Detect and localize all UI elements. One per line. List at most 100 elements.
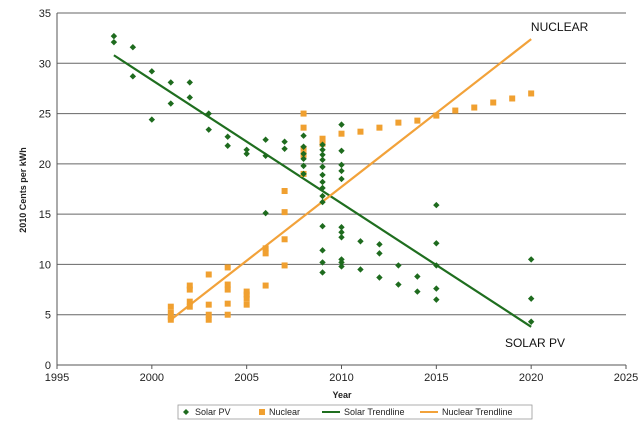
nuclear-trendline [170, 38, 532, 321]
solar-pv-point [300, 155, 307, 163]
nuclear-point [338, 130, 345, 137]
solar-pv-point [376, 241, 383, 248]
nuclear-point [186, 282, 193, 289]
legend-solar-marker [183, 409, 189, 415]
nuclear-point [224, 264, 231, 271]
nuclear-point [414, 117, 421, 124]
x-tick-labels: 1995 2000 2005 2010 2015 2020 2025 [45, 372, 638, 384]
solar-pv-point [262, 209, 269, 217]
legend-nuclear-marker [259, 409, 265, 415]
y-axis-title: 2010 Cents per kWh [18, 147, 28, 233]
nuclear-point [186, 286, 193, 293]
solar-pv-point [319, 163, 326, 171]
solar-pv-point [433, 262, 440, 269]
solar-pv-point [224, 133, 231, 140]
nuclear-point [490, 99, 497, 106]
x-tick-label: 1995 [45, 372, 69, 384]
data-points [110, 32, 535, 325]
nuclear-point [167, 309, 174, 316]
solar-pv-point [319, 247, 326, 254]
legend-nuclear-label: Nuclear [269, 407, 300, 417]
nuclear-point [281, 262, 288, 269]
nuclear-point [205, 311, 212, 318]
y-tick-label: 25 [39, 109, 51, 121]
x-tick-label: 2010 [329, 372, 353, 384]
solar-pv-point [414, 273, 421, 280]
solar-pv-point [357, 266, 364, 273]
solar-pv-point [338, 263, 345, 270]
solar-pv-point [129, 43, 137, 51]
solar-pv-point [319, 198, 326, 206]
solar-pv-point [224, 142, 231, 149]
solar-pv-point [281, 138, 288, 145]
nuclear-point [243, 295, 250, 302]
solar-pv-point [319, 146, 326, 153]
solar-pv-point [433, 201, 440, 209]
y-tick-labels: 0 5 10 15 20 25 30 35 [39, 8, 51, 372]
solar-pv-point [186, 94, 193, 101]
nuclear-point [319, 135, 326, 142]
solar-pv-point [527, 318, 535, 325]
solar-pv-point [243, 146, 250, 153]
solar-pv-point [376, 250, 383, 257]
y-tick-label: 10 [39, 259, 51, 271]
legend-solar-label: Solar PV [195, 407, 231, 417]
solar-pv-point [319, 223, 326, 230]
x-tick-label: 2015 [424, 372, 448, 384]
axes [56, 13, 627, 369]
nuclear-point [357, 128, 364, 135]
solar-pv-point [319, 151, 326, 159]
solar-pv-point [395, 281, 402, 288]
nuclear-point [243, 301, 250, 308]
solar-pv-point [414, 288, 421, 295]
solar-pv-point [300, 150, 307, 157]
solar-pv-point [338, 224, 345, 231]
solar-pv-point [148, 68, 156, 75]
nuclear-point [509, 95, 516, 102]
nuclear-point [281, 209, 288, 216]
solar-pv-point [338, 121, 345, 128]
solar-pv-point [300, 143, 307, 150]
nuclear-point [452, 107, 459, 114]
y-tick-label: 35 [39, 8, 51, 20]
solar-pv-point [338, 259, 345, 266]
x-axis-title: Year [332, 390, 352, 400]
nuclear-point [528, 90, 535, 97]
nuclear-point [243, 288, 250, 295]
nuclear-point [281, 188, 288, 195]
nuclear-point [224, 281, 231, 288]
solar-pv-point [167, 79, 174, 86]
solar-pv-point [338, 167, 345, 175]
nuclear-point [224, 286, 231, 293]
nuclear-point [262, 282, 269, 289]
solar-pv-point [148, 116, 156, 123]
solar-pv-point [319, 178, 326, 186]
solar-pv-point [319, 259, 326, 266]
x-tick-label: 2020 [519, 372, 543, 384]
y-tick-label: 30 [39, 58, 51, 70]
annotation-label: SOLAR PV [505, 336, 565, 350]
solar-pv-point [319, 171, 326, 179]
solar-pv-point [262, 152, 269, 160]
solar-pv-point [527, 295, 535, 302]
legend-nuclear-trend-label: Nuclear Trendline [442, 407, 513, 417]
nuclear-point [167, 313, 174, 320]
solar-pv-point [205, 126, 212, 133]
solar-pv-point [357, 238, 364, 245]
solar-pv-point [281, 145, 288, 152]
nuclear-point [186, 298, 193, 305]
solar-pv-point [319, 184, 326, 192]
solar-pv-point [433, 296, 440, 303]
nuclear-point [205, 301, 212, 308]
solar-pv-point [110, 32, 118, 40]
nuclear-point [433, 112, 440, 119]
nuclear-point [471, 104, 478, 111]
solar-pv-point [319, 141, 326, 148]
nuclear-point [243, 291, 250, 298]
solar-pv-point [319, 156, 326, 164]
solar-pv-point [129, 73, 137, 80]
nuclear-point [281, 236, 288, 243]
solar-pv-point [300, 132, 307, 139]
solar-pv-point [338, 229, 345, 236]
